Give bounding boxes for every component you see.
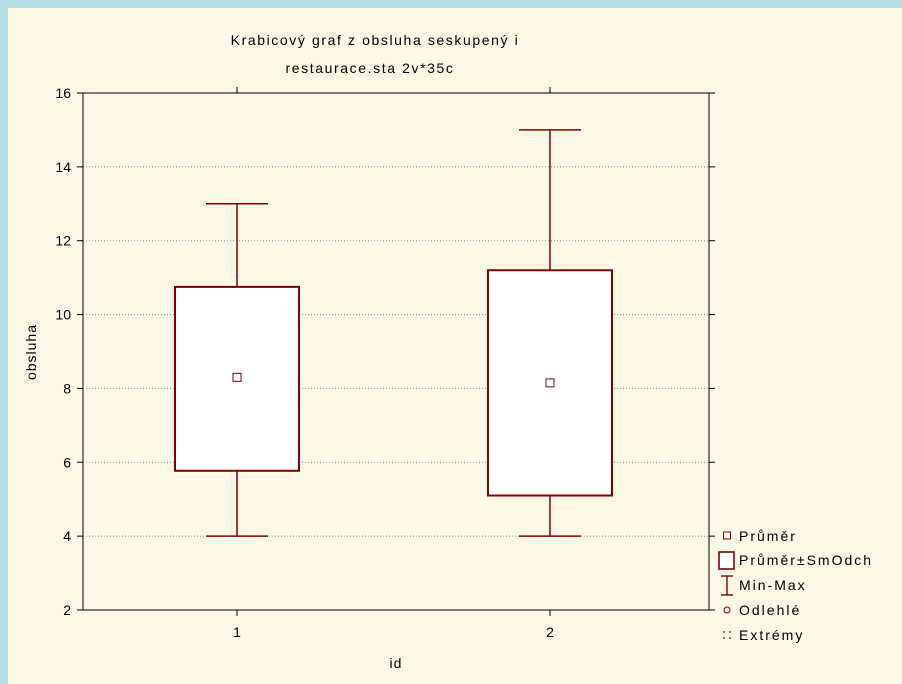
y-tick-label: 2 (63, 602, 71, 618)
legend-item: Odlehlé (723, 602, 801, 618)
box-group (487, 129, 613, 537)
legend-label: Min-Max (739, 577, 807, 593)
legend-item: Průměr (723, 528, 797, 544)
y-tick-label: 8 (63, 380, 71, 396)
legend-label: Extrémy (739, 627, 804, 643)
legend-item: Průměr±SmOdch (718, 551, 873, 570)
y-tick-label: 14 (55, 159, 71, 175)
legend-extreme-dot (723, 637, 725, 639)
chart-title-line-2: restaurace.sta 2v*35c (285, 60, 454, 76)
y-tick-label: 6 (63, 454, 71, 470)
legend-extreme-dot (729, 637, 731, 639)
legend-extreme-dot (729, 631, 731, 633)
legend-mean-icon (723, 531, 731, 540)
mean-marker (232, 372, 242, 382)
mean-marker (545, 378, 555, 388)
box-group (174, 203, 300, 537)
y-tick-label: 10 (55, 307, 71, 323)
legend-box-icon (718, 551, 735, 570)
y-axis-label: obsluha (23, 324, 39, 380)
x-tick-label: 1 (233, 624, 241, 640)
legend-extreme-dot (723, 631, 725, 633)
legend-label: Odlehlé (739, 602, 801, 618)
grid-lines (83, 166, 709, 537)
y-axis-ticks: 2 4 6 8 10 12 14 16 (55, 85, 715, 618)
x-tick-label: 2 (546, 624, 554, 640)
legend-label: Průměr (739, 528, 797, 544)
y-tick-label: 12 (55, 233, 71, 249)
y-tick-label: 4 (63, 528, 71, 544)
y-tick-label: 16 (55, 85, 71, 101)
legend: Průměr Průměr±SmOdch Min-Max Odlehlé Extrémy (718, 528, 873, 643)
box-series (174, 129, 613, 537)
legend-item: Min-Max (721, 575, 807, 596)
legend-outlier-icon (723, 606, 731, 614)
x-axis-label: id (390, 655, 403, 671)
legend-item: Extrémy (723, 627, 804, 643)
plot-area (82, 92, 710, 611)
chart-frame (8, 8, 902, 684)
legend-label: Průměr±SmOdch (739, 552, 873, 568)
chart-title-line-1: Krabicový graf z obsluha seskupený i (231, 32, 520, 48)
